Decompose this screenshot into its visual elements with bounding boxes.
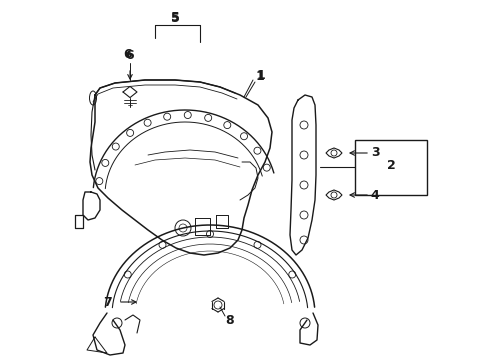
Text: 1: 1 — [255, 69, 264, 82]
Text: 6: 6 — [123, 48, 132, 60]
Text: 5: 5 — [170, 12, 179, 24]
Text: 7: 7 — [103, 296, 112, 309]
Text: 3: 3 — [370, 145, 379, 158]
Text: 2: 2 — [386, 158, 395, 171]
Text: 4: 4 — [370, 189, 379, 202]
Polygon shape — [325, 190, 341, 200]
Text: 6: 6 — [125, 49, 134, 62]
Text: 5: 5 — [170, 10, 179, 23]
Polygon shape — [325, 148, 341, 158]
Bar — [354, 140, 426, 195]
Text: 1: 1 — [256, 68, 265, 81]
Text: 8: 8 — [225, 314, 234, 327]
